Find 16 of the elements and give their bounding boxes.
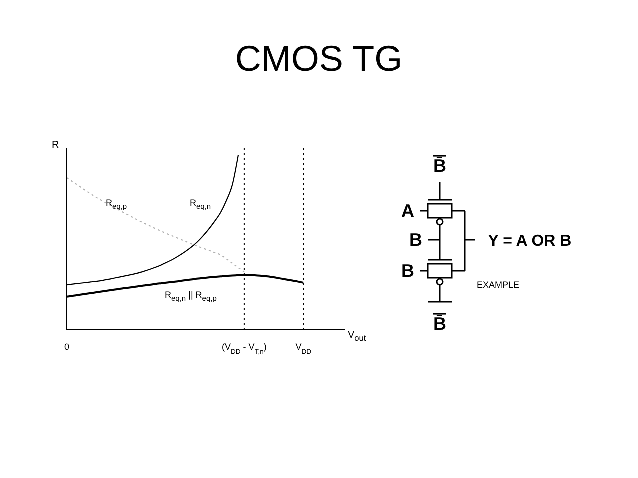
text: B bbox=[410, 230, 422, 250]
x-tick-label: (V$_{DD}$ - V$_{T,n}$) bbox=[222, 342, 267, 356]
series-label: R$_{eq,p}$ bbox=[106, 198, 128, 211]
text: B̄ bbox=[434, 156, 446, 176]
text: A bbox=[402, 201, 414, 221]
x-tick-label: V$_{DD}$ bbox=[296, 342, 312, 356]
text: B bbox=[402, 261, 414, 281]
y-axis-title: R bbox=[52, 140, 60, 151]
x-tick-label: 0 bbox=[64, 342, 70, 352]
text: B̄ bbox=[434, 314, 446, 334]
x-axis-title: V$_{out}$ bbox=[348, 330, 366, 343]
chart-title: CMOS TG bbox=[234, 38, 404, 80]
text: Y = A OR B bbox=[488, 233, 572, 250]
text: EXAMPLE bbox=[477, 280, 520, 290]
series-label: R$_{eq,n}$ bbox=[190, 198, 212, 211]
series-label: R$_{eq,n}$ || R$_{eq,p}$ bbox=[165, 290, 217, 303]
